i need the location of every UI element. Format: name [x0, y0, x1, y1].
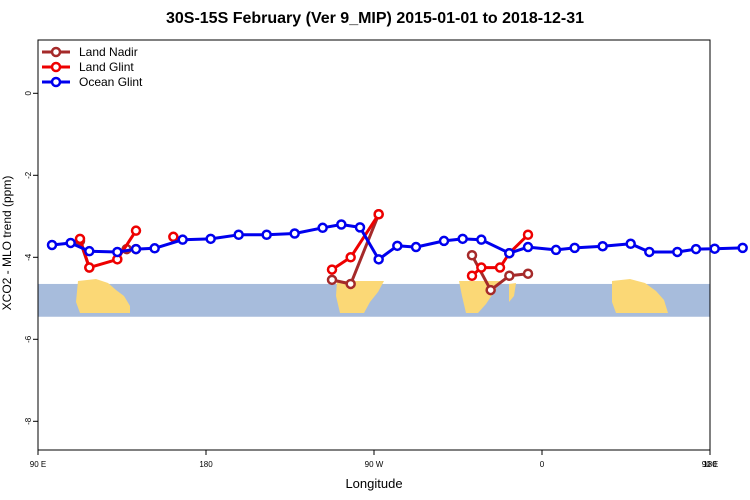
data-point-land-glint [168, 231, 179, 243]
series-layer [46, 209, 748, 296]
x-tick-label: 180 [199, 460, 213, 469]
x-tick-label: 90 E [702, 460, 718, 469]
data-point-ocean-glint [569, 242, 580, 254]
data-point-land-glint [345, 252, 356, 263]
legend-item-land-glint: Land Glint [40, 59, 142, 74]
data-point-land-glint [494, 262, 506, 273]
legend-item-ocean-glint: Ocean Glint [40, 74, 142, 89]
y-tick-label: -2 [24, 171, 33, 179]
data-point-ocean-glint [625, 238, 636, 250]
data-point-ocean-glint [392, 240, 403, 252]
data-point-ocean-glint [522, 241, 534, 253]
data-point-ocean-glint [317, 222, 328, 234]
data-point-ocean-glint [438, 235, 450, 247]
data-point-land-glint [84, 262, 95, 273]
y-tick-label: -8 [24, 417, 33, 425]
legend-item-land-nadir: Land Nadir [40, 44, 142, 59]
data-point-land-glint [74, 233, 86, 245]
x-tick-label: 180 [703, 460, 717, 469]
data-point-ocean-glint [476, 234, 487, 245]
y-tick-label: -6 [24, 335, 33, 343]
data-point-ocean-glint [690, 243, 702, 255]
land-australia-left [76, 279, 130, 313]
data-point-ocean-glint [261, 229, 272, 240]
data-point-ocean-glint [457, 233, 468, 245]
data-point-ocean-glint [205, 233, 216, 245]
x-axis-label: Longitude [345, 476, 403, 491]
map-strip [38, 279, 710, 317]
data-point-ocean-glint [65, 237, 76, 249]
data-point-land-glint [476, 262, 487, 273]
data-point-ocean-glint [410, 241, 422, 253]
data-point-ocean-glint [672, 246, 683, 258]
x-tick-label: 90 W [365, 460, 384, 469]
y-tick-label: -4 [24, 253, 33, 261]
data-point-ocean-glint [737, 242, 748, 254]
data-point-land-nadir [522, 268, 534, 279]
data-point-ocean-glint [149, 243, 160, 254]
legend-swatch-ocean-glint [42, 76, 70, 87]
legend-swatch-land-glint [42, 61, 70, 72]
legend-label-ocean-glint: Ocean Glint [79, 74, 143, 89]
data-point-land-nadir [466, 250, 478, 261]
data-point-land-nadir [326, 274, 338, 286]
legend: Land Nadir Land Glint Ocean Glint [40, 44, 142, 89]
data-point-land-nadir [485, 284, 496, 296]
data-point-ocean-glint [709, 243, 720, 254]
land-madagascar [509, 283, 516, 302]
data-point-ocean-glint [336, 219, 347, 230]
data-point-land-glint [466, 270, 478, 281]
y-axis-label: XCO2 - MLO trend (ppm) [0, 175, 14, 311]
data-point-land-glint [130, 225, 142, 236]
data-point-ocean-glint [46, 239, 58, 251]
data-point-ocean-glint [504, 247, 515, 259]
legend-label-land-glint: Land Glint [79, 59, 134, 74]
data-point-ocean-glint [644, 246, 655, 258]
y-tick-label: 0 [24, 91, 33, 96]
data-point-land-glint [373, 209, 384, 220]
legend-label-land-nadir: Land Nadir [79, 44, 138, 59]
data-point-land-glint [522, 229, 534, 240]
land-south-america [336, 281, 384, 313]
data-point-ocean-glint [84, 245, 95, 257]
data-point-ocean-glint [289, 228, 300, 239]
legend-swatch-land-nadir [42, 46, 70, 57]
data-point-land-glint [326, 264, 338, 275]
land-australia-right [612, 279, 668, 313]
data-point-ocean-glint [177, 234, 188, 245]
chart-title: 30S-15S February (Ver 9_MIP) 2015-01-01 … [165, 10, 584, 27]
data-point-ocean-glint [597, 240, 608, 252]
data-point-land-nadir [504, 270, 515, 281]
data-point-ocean-glint [550, 244, 562, 256]
x-tick-label: 90 E [30, 460, 46, 469]
data-point-ocean-glint [354, 222, 366, 233]
data-point-ocean-glint [130, 243, 142, 255]
data-point-land-nadir [345, 278, 356, 290]
data-point-ocean-glint [233, 229, 244, 240]
data-point-ocean-glint [112, 246, 123, 258]
x-tick-label: 0 [540, 460, 545, 469]
data-point-ocean-glint [373, 254, 384, 265]
